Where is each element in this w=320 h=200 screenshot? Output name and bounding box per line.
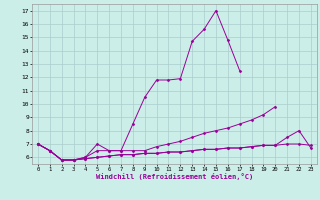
X-axis label: Windchill (Refroidissement éolien,°C): Windchill (Refroidissement éolien,°C): [96, 173, 253, 180]
